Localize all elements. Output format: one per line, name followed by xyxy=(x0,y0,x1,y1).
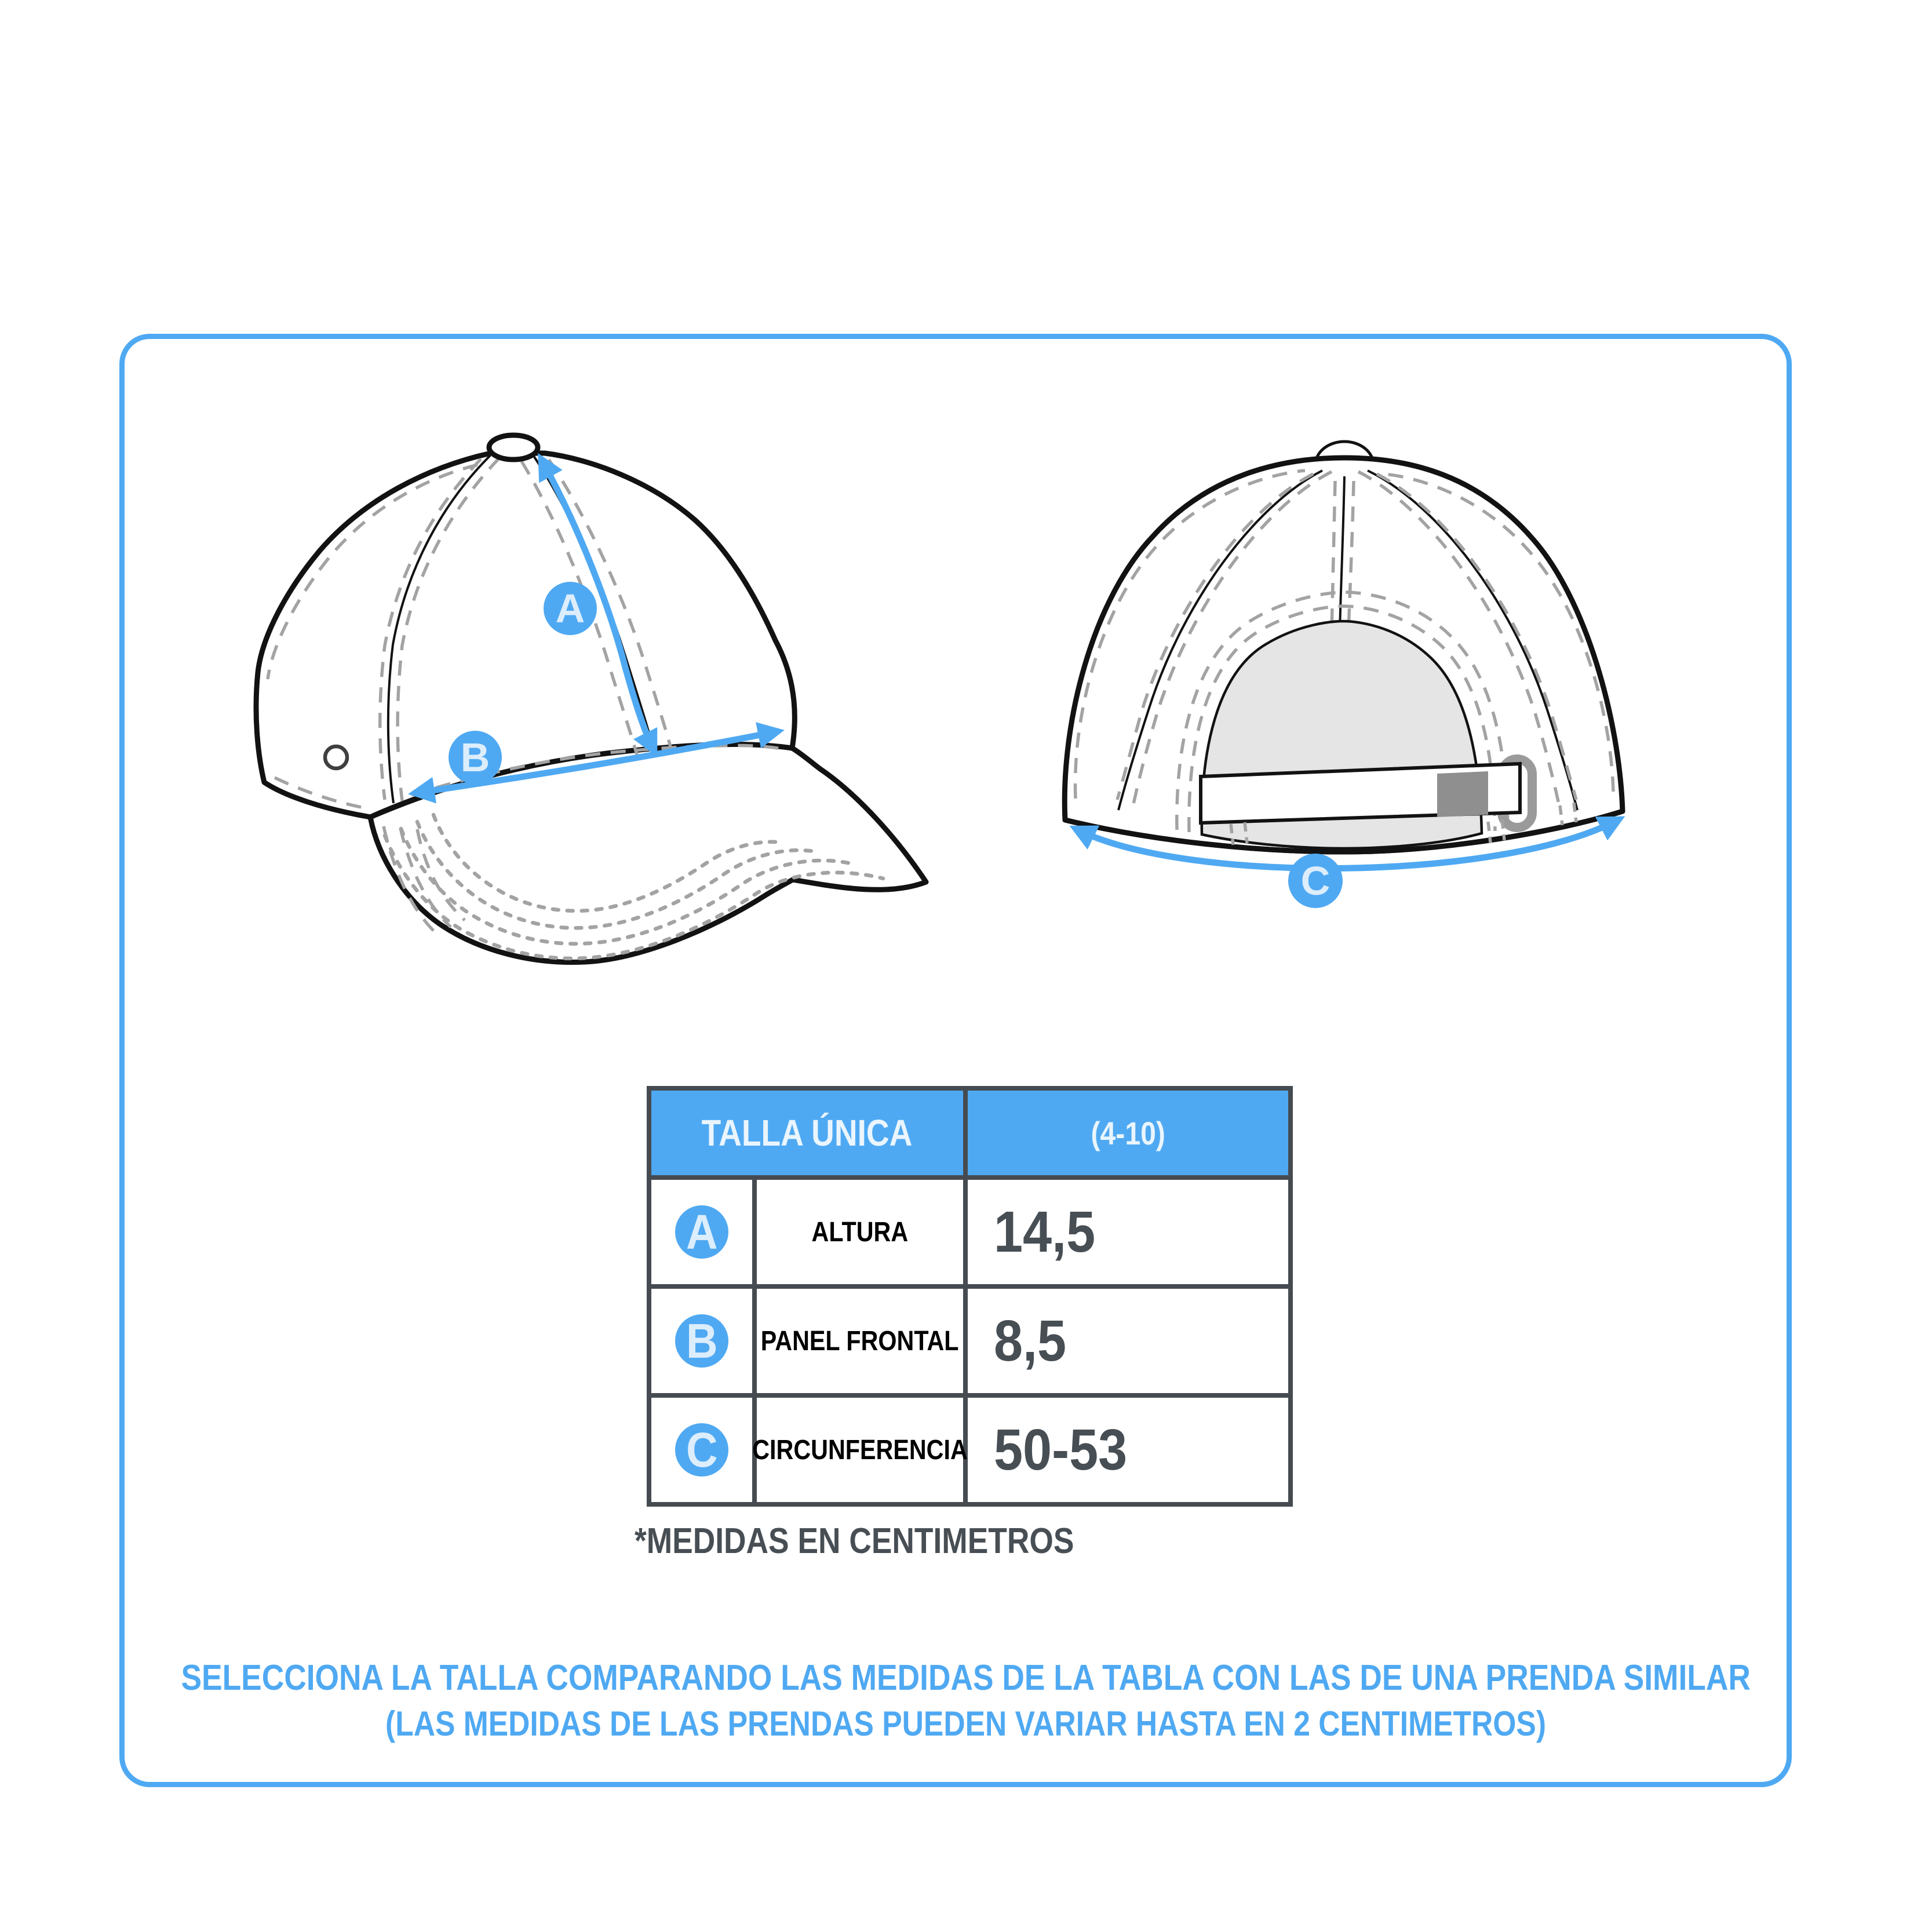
badge-a: A xyxy=(544,582,597,635)
size-table-header-range: (4-10) xyxy=(963,1091,1288,1175)
size-table-header-size: TALLA ÚNICA xyxy=(651,1091,963,1175)
row-c-label-cell: CIRCUNFERENCIA xyxy=(752,1393,968,1502)
measure-arrow-c xyxy=(1069,816,1625,872)
arch-stitching xyxy=(1175,590,1510,833)
row-c-key: C xyxy=(686,1422,718,1477)
row-a-label: ALTURA xyxy=(811,1216,909,1248)
badge-c: C xyxy=(1288,854,1343,908)
header-range-label: (4-10) xyxy=(1091,1114,1165,1151)
row-a-badge-cell: A xyxy=(651,1175,752,1284)
row-c-badge-cell: C xyxy=(651,1393,752,1502)
badge-a-letter: A xyxy=(556,586,585,631)
row-b-value-cell: 8,5 xyxy=(963,1284,1288,1393)
row-c-value: 50-53 xyxy=(994,1417,1128,1482)
back-stitching xyxy=(1073,469,1615,811)
units-note: *MEDIDAS EN CENTIMETROS xyxy=(635,1521,1146,1562)
brim-stitching xyxy=(382,812,885,961)
footer-line1-text: SELECCIONA LA TALLA COMPARANDO LAS MEDID… xyxy=(181,1658,1751,1698)
cap-back-view-diagram: C xyxy=(1062,440,1625,908)
header-size-label: TALLA ÚNICA xyxy=(702,1112,913,1154)
row-b-key: B xyxy=(686,1313,718,1368)
row-c-label: CIRCUNFERENCIA xyxy=(752,1434,968,1466)
row-a-badge: A xyxy=(675,1205,728,1259)
row-a-label-cell: ALTURA xyxy=(752,1175,963,1284)
badge-b-letter: B xyxy=(461,735,490,780)
footer-instruction-line2: (LAS MEDIDAS DE LAS PRENDAS PUEDEN VARIA… xyxy=(0,1704,1932,1744)
footer-line2-text: (LAS MEDIDAS DE LAS PRENDAS PUEDEN VARIA… xyxy=(385,1704,1547,1743)
strap-buckle xyxy=(1437,771,1488,817)
badge-c-letter: C xyxy=(1301,858,1330,903)
row-c-badge: C xyxy=(675,1423,728,1477)
cap-top-button xyxy=(486,432,541,462)
row-b-label-cell: PANEL FRONTAL xyxy=(752,1284,963,1393)
eyelet xyxy=(323,744,349,771)
badge-b: B xyxy=(449,731,502,784)
units-note-text: *MEDIDAS EN CENTIMETROS xyxy=(635,1521,1074,1561)
footer-instruction-line1: SELECCIONA LA TALLA COMPARANDO LAS MEDID… xyxy=(0,1657,1932,1698)
measure-arrow-b xyxy=(408,722,785,804)
row-a-value: 14,5 xyxy=(994,1199,1096,1264)
row-b-badge: B xyxy=(675,1314,728,1368)
row-a-value-cell: 14,5 xyxy=(963,1175,1288,1284)
size-table: TALLA ÚNICA (4-10) A ALTURA 14,5 B PANEL… xyxy=(647,1086,1293,1507)
row-c-value-cell: 50-53 xyxy=(963,1393,1288,1502)
cap-side-view-diagram: A B xyxy=(253,432,929,965)
row-b-label: PANEL FRONTAL xyxy=(761,1325,959,1357)
row-b-badge-cell: B xyxy=(651,1284,752,1393)
row-b-value: 8,5 xyxy=(994,1308,1067,1373)
row-a-key: A xyxy=(686,1204,718,1259)
